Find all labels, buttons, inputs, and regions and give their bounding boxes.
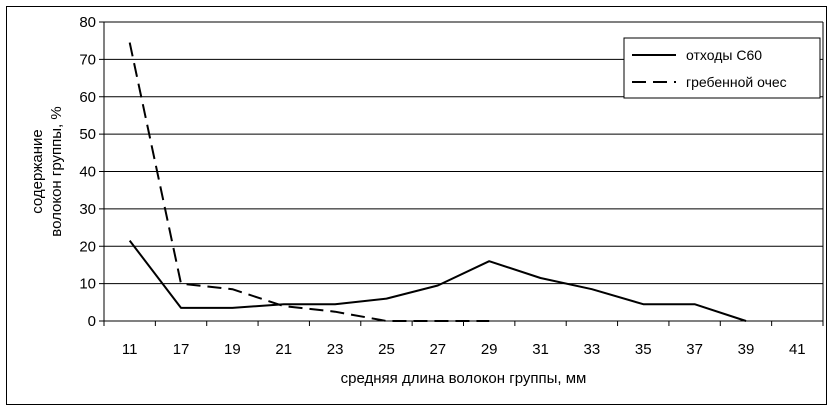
y-tick-label-60: 60 [79,89,96,106]
x-axis-title: средняя длина волокон группы, мм [341,370,587,387]
series-lines [128,42,747,322]
legend: отходы С60 гребенной очес [623,37,821,99]
y-axis-title-line1: содержание [29,129,46,214]
y-tick-label-70: 70 [79,51,96,68]
series-line-2 [128,42,490,322]
y-tick-label-0: 0 [88,313,96,330]
x-tick-label-29: 29 [481,341,498,358]
x-tick-label-41: 41 [789,341,806,358]
y-axis-ticks: 0 10 20 30 40 50 60 70 80 [79,14,104,330]
y-tick-label-20: 20 [79,238,96,255]
y-tick-label-30: 30 [79,201,96,218]
x-axis-ticks: 11 17 19 21 23 25 27 29 31 33 35 37 39 41 [103,321,824,358]
x-tick-label-17: 17 [173,341,190,358]
x-tick-label-39: 39 [738,341,755,358]
x-tick-label-35: 35 [635,341,652,358]
y-tick-label-10: 10 [79,276,96,293]
x-tick-label-31: 31 [532,341,549,358]
y-tick-label-40: 40 [79,164,96,181]
chart-frame [6,6,827,405]
y-tick-label-80: 80 [79,14,96,31]
x-tick-label-33: 33 [584,341,601,358]
legend-box [623,37,821,99]
x-tick-label-19: 19 [224,341,241,358]
x-tick-label-25: 25 [378,341,395,358]
x-tick-label-23: 23 [327,341,344,358]
legend-label-series-2: гребенной очес [686,74,787,90]
y-tick-label-50: 50 [79,126,96,143]
series-line-1 [128,239,747,322]
x-tick-label-11: 11 [122,341,138,358]
x-tick-label-37: 37 [686,341,703,358]
x-tick-label-21: 21 [275,341,292,358]
y-axis-title-line2: волокон группы, % [48,106,65,236]
gridlines [103,21,824,322]
x-tick-label-27: 27 [429,341,446,358]
legend-label-series-1: отходы С60 [686,47,762,63]
